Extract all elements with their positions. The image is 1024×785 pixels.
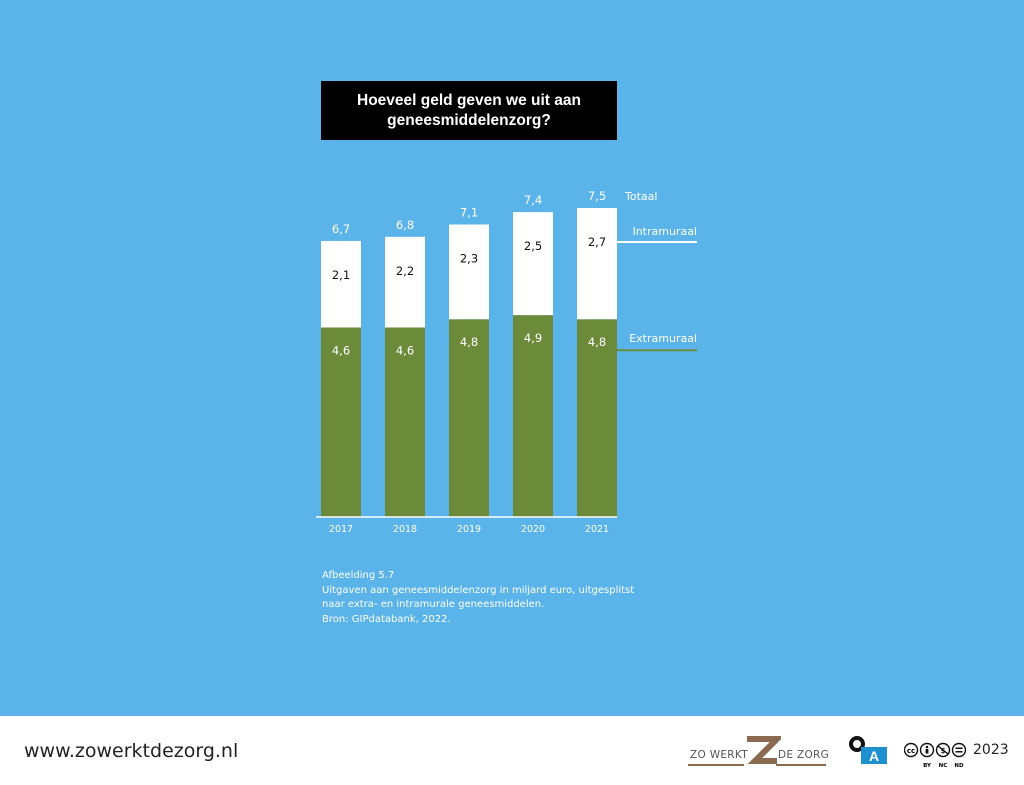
license-by: BY <box>923 763 932 768</box>
label-extramuraal-2019: 4,8 <box>460 335 478 349</box>
label-totaal-2019: 7,1 <box>460 205 478 219</box>
label-extramuraal-2017: 4,6 <box>332 343 350 357</box>
label-totaal-2018: 6,8 <box>396 218 414 232</box>
bar-extramuraal-2020 <box>513 315 553 517</box>
bar-intramuraal-2018 <box>385 236 425 328</box>
label-totaal-2020: 7,4 <box>524 193 542 207</box>
logo-underline-left <box>688 764 744 766</box>
label-totaal-2021: 7,5 <box>588 189 606 203</box>
logo-text-left: ZO WERKT <box>690 749 748 761</box>
chart-panel: Hoeveel geld geven we uit aan geneesmidd… <box>0 0 1024 716</box>
license-nd: ND <box>954 763 964 768</box>
bar-extramuraal-2021 <box>577 319 617 517</box>
label-extramuraal-2021: 4,8 <box>588 335 606 349</box>
open-access-icon: A <box>849 736 887 764</box>
chart-title-line-2: geneesmiddelenzorg? <box>387 111 551 129</box>
label-intramuraal-2019: 2,3 <box>460 251 478 265</box>
x-tick-2017: 2017 <box>329 524 353 535</box>
chart-title: Hoeveel geld geven we uit aan geneesmidd… <box>321 81 617 140</box>
label-intramuraal-2020: 2,5 <box>524 239 542 253</box>
label-extramuraal-2020: 4,9 <box>524 331 542 345</box>
caption-line-1: Uitgaven aan geneesmiddelenzorg in milja… <box>322 584 635 596</box>
logo-text-right: DE ZORG <box>778 749 830 761</box>
x-tick-2018: 2018 <box>393 524 417 535</box>
bar-intramuraal-2021 <box>577 208 617 320</box>
label-totaal-2017: 6,7 <box>332 222 350 236</box>
x-tick-2020: 2020 <box>521 524 545 535</box>
zo-werkt-de-zorg-logo: ZO WERKT DE ZORG <box>688 736 830 770</box>
legend-extramuraal-label: Extramuraal <box>629 332 697 345</box>
x-tick-2021: 2021 <box>585 524 609 535</box>
bar-intramuraal-2019 <box>449 224 489 320</box>
label-intramuraal-2021: 2,7 <box>588 235 606 249</box>
label-intramuraal-2017: 2,1 <box>332 268 350 282</box>
figure-caption: Afbeelding 5.7 Uitgaven aan geneesmiddel… <box>322 569 634 627</box>
legend-intramuraal-label: Intramuraal <box>632 225 697 238</box>
footer: www.zowerktdezorg.nl ZO WERKT DE ZORG A … <box>0 716 1024 785</box>
stacked-bar-chart: 4,6 2,1 6,7 2017 4,6 2,2 6,8 2018 4,8 2,3 7,1 2019 4… <box>316 189 697 535</box>
caption-figure-number: Afbeelding 5.7 <box>322 570 395 581</box>
copyright-year: 2023 <box>973 742 1009 758</box>
logo-underline-right <box>776 764 826 766</box>
bar-extramuraal-2018 <box>385 327 425 517</box>
svg-text:$: $ <box>941 747 946 755</box>
logo-z-mark-icon <box>747 736 781 764</box>
svg-text:cc: cc <box>907 747 915 755</box>
license-nc: NC <box>939 763 948 768</box>
legend-totaal-label: Totaal <box>624 190 657 203</box>
caption-line-2: naar extra- en intramurale geneesmiddele… <box>322 599 545 610</box>
bar-extramuraal-2017 <box>321 327 361 517</box>
bar-extramuraal-2019 <box>449 319 489 517</box>
x-tick-2019: 2019 <box>457 524 481 535</box>
chart-title-line-1: Hoeveel geld geven we uit aan <box>357 91 581 109</box>
label-extramuraal-2018: 4,6 <box>396 343 414 357</box>
site-url-link[interactable]: www.zowerktdezorg.nl <box>24 740 239 762</box>
caption-source: Bron: GIPdatabank, 2022. <box>322 613 451 625</box>
creative-commons-license-icon: cc $ BY NC ND <box>904 742 966 768</box>
oa-letter: A <box>869 748 879 764</box>
bar-intramuraal-2020 <box>513 212 553 316</box>
label-intramuraal-2018: 2,2 <box>396 264 414 278</box>
bar-intramuraal-2017 <box>321 240 361 328</box>
